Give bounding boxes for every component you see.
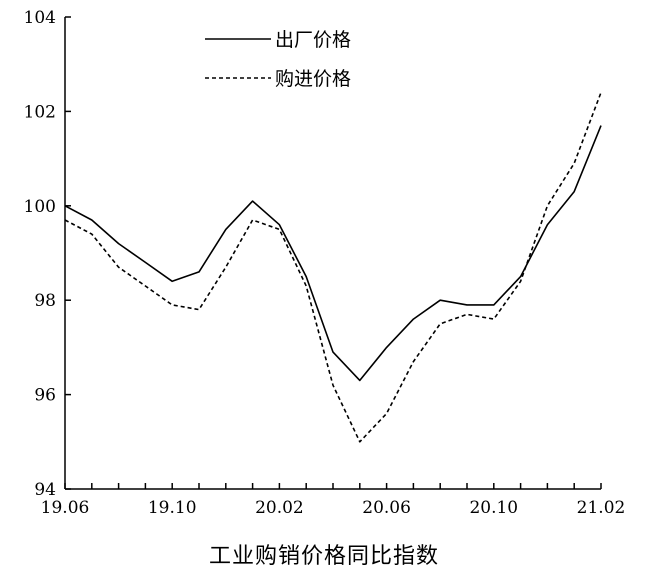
series-line-1 xyxy=(64,125,602,382)
chart-title: 工业购销价格同比指数 xyxy=(208,544,439,569)
y-tick-label: 104 xyxy=(24,8,56,28)
y-tick-label: 100 xyxy=(24,197,56,217)
y-tick-label: 98 xyxy=(34,291,56,311)
x-tick-label: 20.10 xyxy=(469,498,518,518)
x-tick-label: 20.06 xyxy=(362,498,411,518)
x-tick-label: 21.02 xyxy=(577,498,626,518)
x-tick-label: 20.02 xyxy=(255,498,304,518)
y-tick-label: 102 xyxy=(24,102,56,122)
legend-label-2: 购进价格 xyxy=(275,68,351,90)
y-tick-label: 96 xyxy=(34,386,56,406)
legend-label-1: 出厂价格 xyxy=(275,29,351,51)
y-tick-label: 94 xyxy=(34,480,56,500)
x-tick-label: 19.10 xyxy=(148,498,197,518)
series-line-2 xyxy=(64,92,602,443)
x-tick-label: 19.06 xyxy=(41,498,90,518)
